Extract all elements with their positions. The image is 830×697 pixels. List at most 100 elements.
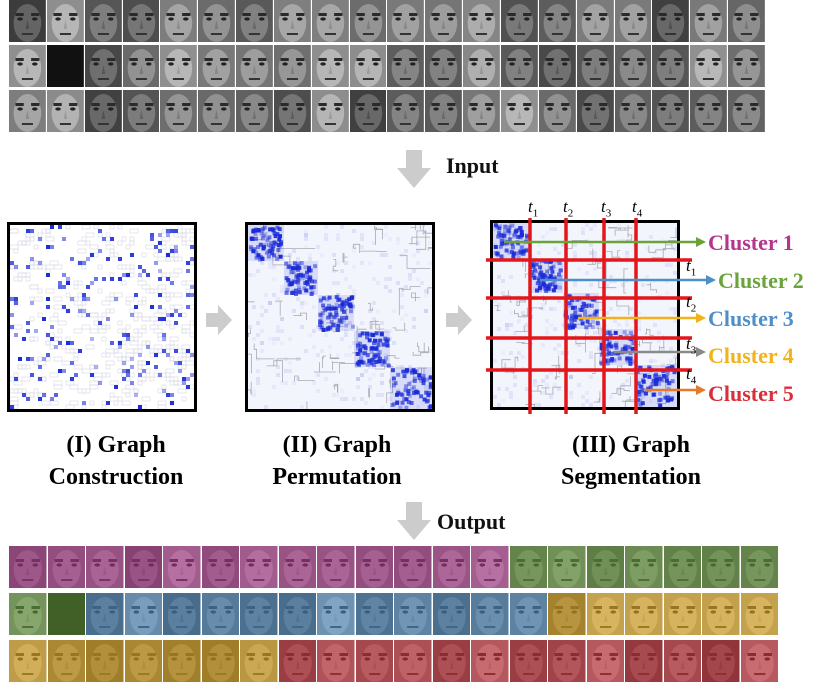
input-label: Input	[446, 153, 499, 178]
output-down-arrow	[397, 502, 431, 540]
caption-permutation-line2: Permutation	[272, 464, 402, 490]
top-threshold-t2: t2	[563, 197, 574, 220]
face-thumbnail	[728, 0, 766, 42]
face-thumbnail	[548, 546, 587, 588]
face-thumbnail	[355, 640, 394, 682]
face-thumbnail	[576, 45, 615, 87]
face-thumbnail	[46, 45, 85, 87]
face-thumbnail	[273, 0, 312, 42]
face-thumbnail	[124, 546, 163, 588]
output-face-row-2	[9, 593, 779, 637]
face-thumbnail	[198, 0, 237, 42]
segmentation-overlay	[486, 218, 716, 414]
face-thumbnail	[278, 593, 317, 635]
face-thumbnail	[278, 546, 317, 588]
face-thumbnail	[625, 640, 664, 682]
face-thumbnail	[690, 90, 729, 132]
caption-construction-line2: Construction	[48, 464, 184, 490]
face-thumbnail	[240, 640, 279, 682]
face-thumbnail	[538, 0, 577, 42]
face-thumbnail	[273, 90, 312, 132]
face-thumbnail	[500, 45, 539, 87]
face-thumbnail	[163, 546, 202, 588]
face-thumbnail	[652, 0, 691, 42]
face-thumbnail	[432, 640, 471, 682]
face-thumbnail	[500, 90, 539, 132]
caption-construction-line1: (I) Graph	[66, 432, 166, 458]
face-thumbnail	[576, 0, 615, 42]
face-thumbnail	[122, 45, 161, 87]
face-thumbnail	[9, 546, 48, 588]
face-thumbnail	[740, 640, 779, 682]
face-thumbnail	[198, 45, 237, 87]
graph-construction-matrix	[7, 222, 197, 412]
face-thumbnail	[702, 546, 741, 588]
side-threshold-t3: t3	[686, 334, 697, 357]
caption-graph-permutation: (II) Graph Permutation	[232, 429, 442, 493]
caption-graph-segmentation: (III) Graph Segmentation	[526, 429, 736, 493]
side-threshold-t4: t4	[686, 364, 697, 387]
face-thumbnail	[509, 546, 548, 588]
face-thumbnail	[614, 90, 653, 132]
face-thumbnail	[46, 0, 85, 42]
face-thumbnail	[463, 0, 501, 42]
face-thumbnail	[740, 546, 779, 588]
output-label: Output	[437, 509, 506, 534]
face-thumbnail	[728, 90, 766, 132]
face-thumbnail	[201, 593, 240, 635]
face-thumbnail	[425, 45, 464, 87]
face-thumbnail	[576, 90, 615, 132]
face-thumbnail	[538, 45, 577, 87]
top-threshold-t4: t4	[632, 197, 643, 220]
face-thumbnail	[311, 45, 350, 87]
face-thumbnail	[317, 546, 356, 588]
face-thumbnail	[394, 593, 433, 635]
caption-segmentation-line1: (III) Graph	[571, 432, 691, 458]
face-thumbnail	[500, 0, 539, 42]
face-thumbnail	[387, 90, 426, 132]
face-thumbnail	[586, 546, 625, 588]
face-thumbnail	[236, 45, 274, 87]
output-face-row-3	[9, 640, 779, 684]
face-thumbnail	[394, 546, 433, 588]
face-thumbnail	[663, 593, 702, 635]
face-thumbnail	[278, 640, 317, 682]
top-threshold-t3: t3	[601, 197, 612, 220]
face-thumbnail	[317, 640, 356, 682]
face-thumbnail	[317, 593, 356, 635]
face-thumbnail	[614, 45, 653, 87]
face-thumbnail	[86, 546, 125, 588]
face-thumbnail	[9, 593, 48, 635]
face-thumbnail	[690, 45, 729, 87]
graph-permutation-matrix	[245, 222, 435, 412]
face-thumbnail	[47, 640, 86, 682]
face-thumbnail	[86, 593, 125, 635]
face-thumbnail	[728, 45, 766, 87]
face-thumbnail	[471, 593, 510, 635]
face-thumbnail	[122, 0, 161, 42]
face-thumbnail	[586, 593, 625, 635]
output-face-row-1	[9, 546, 779, 590]
face-thumbnail	[201, 546, 240, 588]
face-thumbnail	[432, 593, 471, 635]
face-thumbnail	[236, 0, 274, 42]
caption-permutation-line1: (II) Graph	[282, 432, 392, 458]
face-thumbnail	[652, 45, 691, 87]
cluster-4-label: Cluster 4	[708, 343, 794, 368]
graph-segmentation-matrix	[490, 220, 680, 410]
face-thumbnail	[471, 640, 510, 682]
face-thumbnail	[198, 90, 237, 132]
face-thumbnail	[740, 593, 779, 635]
face-thumbnail	[9, 640, 48, 682]
face-thumbnail	[625, 546, 664, 588]
input-face-row-3	[9, 90, 766, 132]
face-thumbnail	[163, 593, 202, 635]
face-thumbnail	[425, 90, 464, 132]
face-thumbnail	[463, 45, 501, 87]
face-thumbnail	[394, 640, 433, 682]
face-thumbnail	[124, 640, 163, 682]
face-thumbnail	[84, 90, 123, 132]
face-thumbnail	[702, 640, 741, 682]
face-thumbnail	[46, 90, 85, 132]
face-thumbnail	[432, 546, 471, 588]
